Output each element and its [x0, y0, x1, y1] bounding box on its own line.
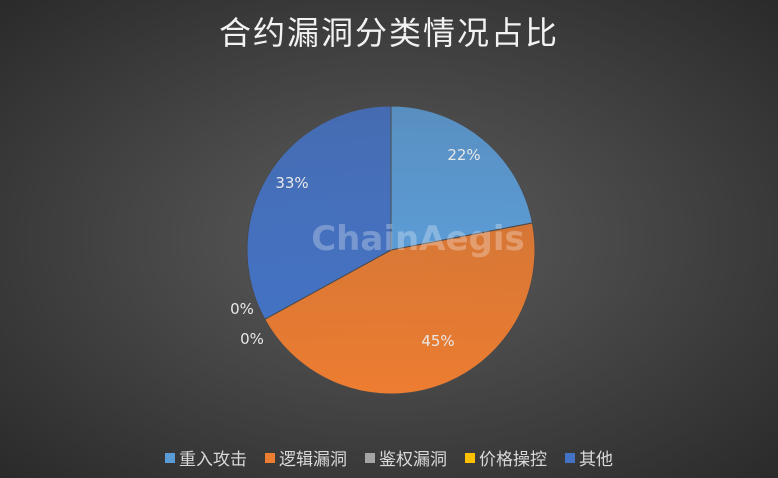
- legend-item: 其他: [565, 445, 613, 470]
- legend-label: 逻辑漏洞: [279, 450, 347, 470]
- legend-label: 鉴权漏洞: [379, 450, 447, 470]
- legend-label: 其他: [579, 450, 613, 470]
- data-label: 0%: [230, 300, 254, 318]
- pie-slice-0: [390, 105, 534, 251]
- data-label: 33%: [275, 174, 308, 192]
- legend-item: 价格操控: [465, 445, 547, 470]
- legend-item: 鉴权漏洞: [365, 445, 447, 470]
- chart-title: 合约漏洞分类情况占比: [218, 14, 559, 52]
- legend: 重入攻击 逻辑漏洞 鉴权漏洞 价格操控 其他: [0, 445, 778, 470]
- legend-label: 价格操控: [479, 450, 547, 470]
- data-label: 0%: [240, 330, 264, 348]
- legend-item: 重入攻击: [165, 445, 247, 470]
- watermark: ChainAegis: [311, 219, 525, 259]
- legend-label: 重入攻击: [179, 450, 247, 470]
- data-label: 45%: [421, 332, 454, 350]
- legend-item: 逻辑漏洞: [265, 445, 347, 470]
- pie-slice-1: [264, 222, 536, 395]
- legend-swatch: [365, 452, 375, 463]
- legend-swatch: [565, 452, 575, 463]
- legend-swatch: [265, 452, 275, 463]
- pie-slice-4: [246, 105, 392, 321]
- legend-swatch: [165, 452, 175, 463]
- legend-swatch: [465, 452, 475, 463]
- data-label: 22%: [447, 146, 480, 164]
